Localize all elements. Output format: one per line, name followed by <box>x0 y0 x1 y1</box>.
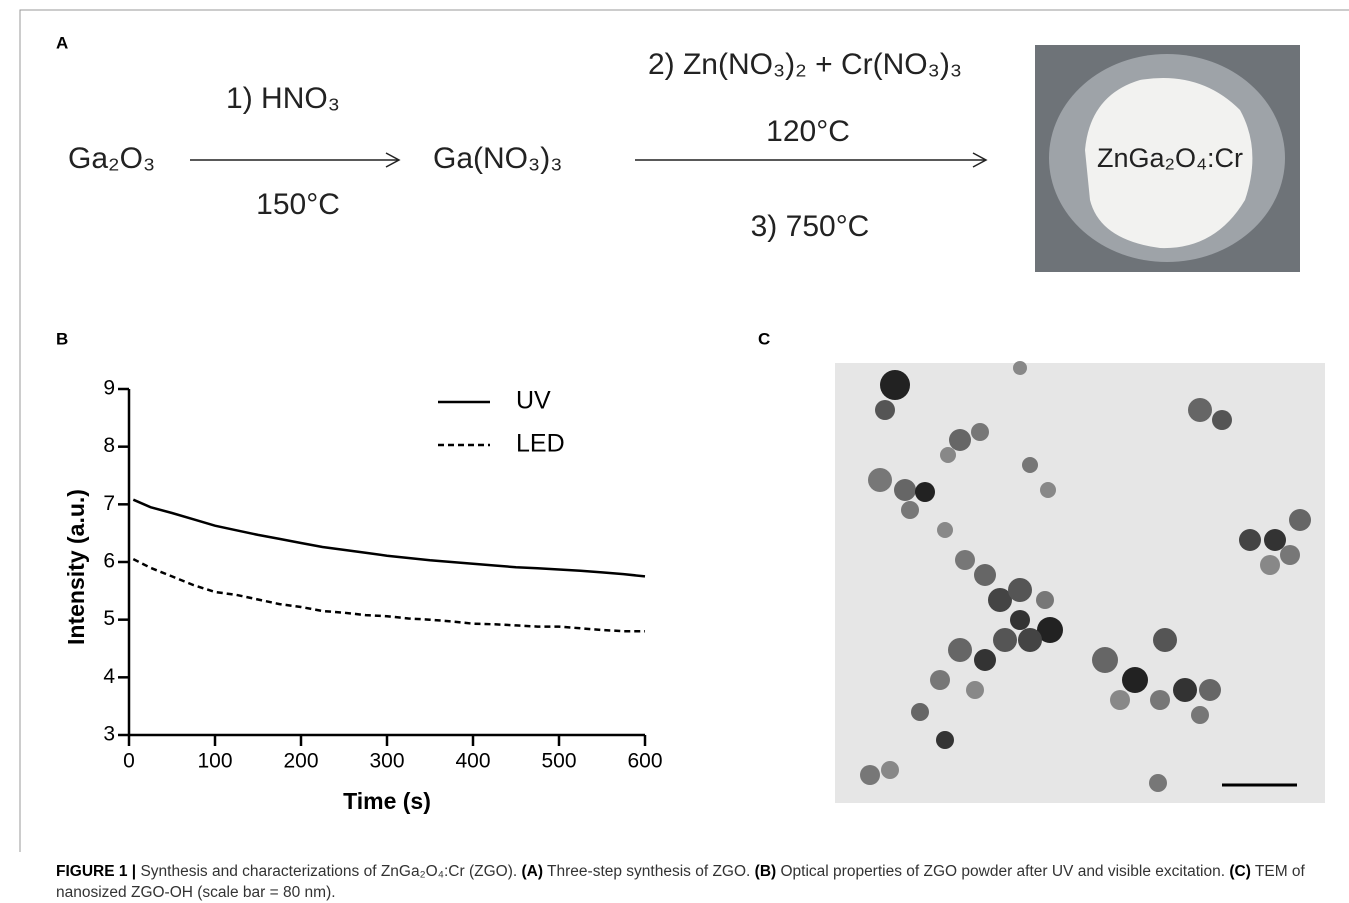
particle <box>1239 529 1261 551</box>
x-axis-label: Time (s) <box>343 788 431 814</box>
particle <box>1092 647 1118 673</box>
particle <box>1037 617 1063 643</box>
particle <box>971 423 989 441</box>
x-tick-label: 500 <box>541 750 576 773</box>
particle <box>875 400 895 420</box>
particle <box>949 429 971 451</box>
caption-text: Synthesis and characterizations of ZnGa₂… <box>136 863 522 880</box>
particle <box>1191 706 1209 724</box>
particle <box>993 628 1017 652</box>
particle <box>988 588 1012 612</box>
particle <box>1149 774 1167 792</box>
product: ZnGa₂O₄:Cr <box>1097 143 1243 173</box>
particle <box>1010 610 1030 630</box>
caption-ref: (C) <box>1229 863 1251 880</box>
x-tick-label: 400 <box>455 750 490 773</box>
particle <box>915 482 935 502</box>
particle <box>1150 690 1170 710</box>
photo-powder <box>1085 78 1253 249</box>
particle <box>1289 509 1311 531</box>
data-line <box>132 498 646 578</box>
tem-image <box>835 363 1325 803</box>
particle <box>966 681 984 699</box>
panel-label: C <box>758 329 770 348</box>
reagent: 1) HNO₃ <box>226 82 340 115</box>
particle <box>881 761 899 779</box>
particle <box>1018 628 1042 652</box>
particle <box>974 649 996 671</box>
y-tick-label: 9 <box>103 377 115 400</box>
particle <box>868 468 892 492</box>
particle <box>1188 398 1212 422</box>
particle <box>1013 361 1027 375</box>
y-tick-label: 4 <box>103 665 115 688</box>
data-line <box>132 557 645 633</box>
y-tick-label: 5 <box>103 607 115 630</box>
y-axis-label: Intensity (a.u.) <box>63 489 89 645</box>
particle <box>1199 679 1221 701</box>
x-tick-label: 200 <box>283 750 318 773</box>
reactant: Ga₂O₃ <box>68 142 155 175</box>
caption-ref: (A) <box>521 863 544 880</box>
caption-text: TEM of nanosized ZGO-OH (scale bar = 80 … <box>56 863 1305 901</box>
caption-text: Three-step synthesis of ZGO. <box>543 863 755 880</box>
particle <box>1036 591 1054 609</box>
legend-label: LED <box>516 430 565 458</box>
particle <box>1173 678 1197 702</box>
caption: FIGURE 1 | Synthesis and characterizatio… <box>56 861 1326 903</box>
particle <box>880 370 910 400</box>
y-tick-label: 6 <box>103 550 115 573</box>
figure: A Ga₂O₃ 1) HNO₃ 150°C Ga(NO₃)₃ 2) Zn(NO₃… <box>19 9 1349 852</box>
particle <box>1153 628 1177 652</box>
particle <box>1264 529 1286 551</box>
x-tick-label: 600 <box>627 750 662 773</box>
x-tick-label: 100 <box>197 750 232 773</box>
particle <box>1022 457 1038 473</box>
panel-label: B <box>56 329 68 348</box>
x-tick-label: 300 <box>369 750 404 773</box>
particle <box>936 731 954 749</box>
particle <box>901 501 919 519</box>
particle <box>1212 410 1232 430</box>
particle <box>930 670 950 690</box>
particle <box>955 550 975 570</box>
particle <box>860 765 880 785</box>
particle <box>940 447 956 463</box>
particle <box>1110 690 1130 710</box>
particle <box>974 564 996 586</box>
condition: 150°C <box>256 188 340 221</box>
particle <box>937 522 953 538</box>
particle <box>1280 545 1300 565</box>
condition: 120°C <box>766 115 850 148</box>
y-tick-label: 3 <box>103 723 115 746</box>
particle <box>894 479 916 501</box>
caption-ref: (B) <box>754 863 777 880</box>
particle <box>948 638 972 662</box>
particle <box>1040 482 1056 498</box>
arrow-head <box>385 152 401 168</box>
panel-label: A <box>56 33 68 52</box>
particle <box>911 703 929 721</box>
intermediate: Ga(NO₃)₃ <box>433 142 562 175</box>
tem-particles <box>860 361 1311 792</box>
arrow-head <box>972 152 988 168</box>
chart: 3 4 5 6 7 8 9 0 100 200 300 400 500 600 Time (s) Intens… <box>63 377 662 815</box>
caption-text: Optical properties of ZGO powder after U… <box>776 863 1230 880</box>
y-tick-label: 8 <box>103 434 115 457</box>
x-tick-label: 0 <box>123 750 135 773</box>
particle <box>1260 555 1280 575</box>
reagent: 2) Zn(NO₃)₂ + Cr(NO₃)₃ <box>648 48 962 81</box>
y-tick-label: 7 <box>103 492 115 515</box>
condition: 3) 750°C <box>751 210 870 243</box>
caption-label: FIGURE 1 | <box>56 863 137 880</box>
legend-label: UV <box>516 387 551 415</box>
figure-frame <box>19 9 1349 852</box>
particle <box>1008 578 1032 602</box>
particle <box>1122 667 1148 693</box>
